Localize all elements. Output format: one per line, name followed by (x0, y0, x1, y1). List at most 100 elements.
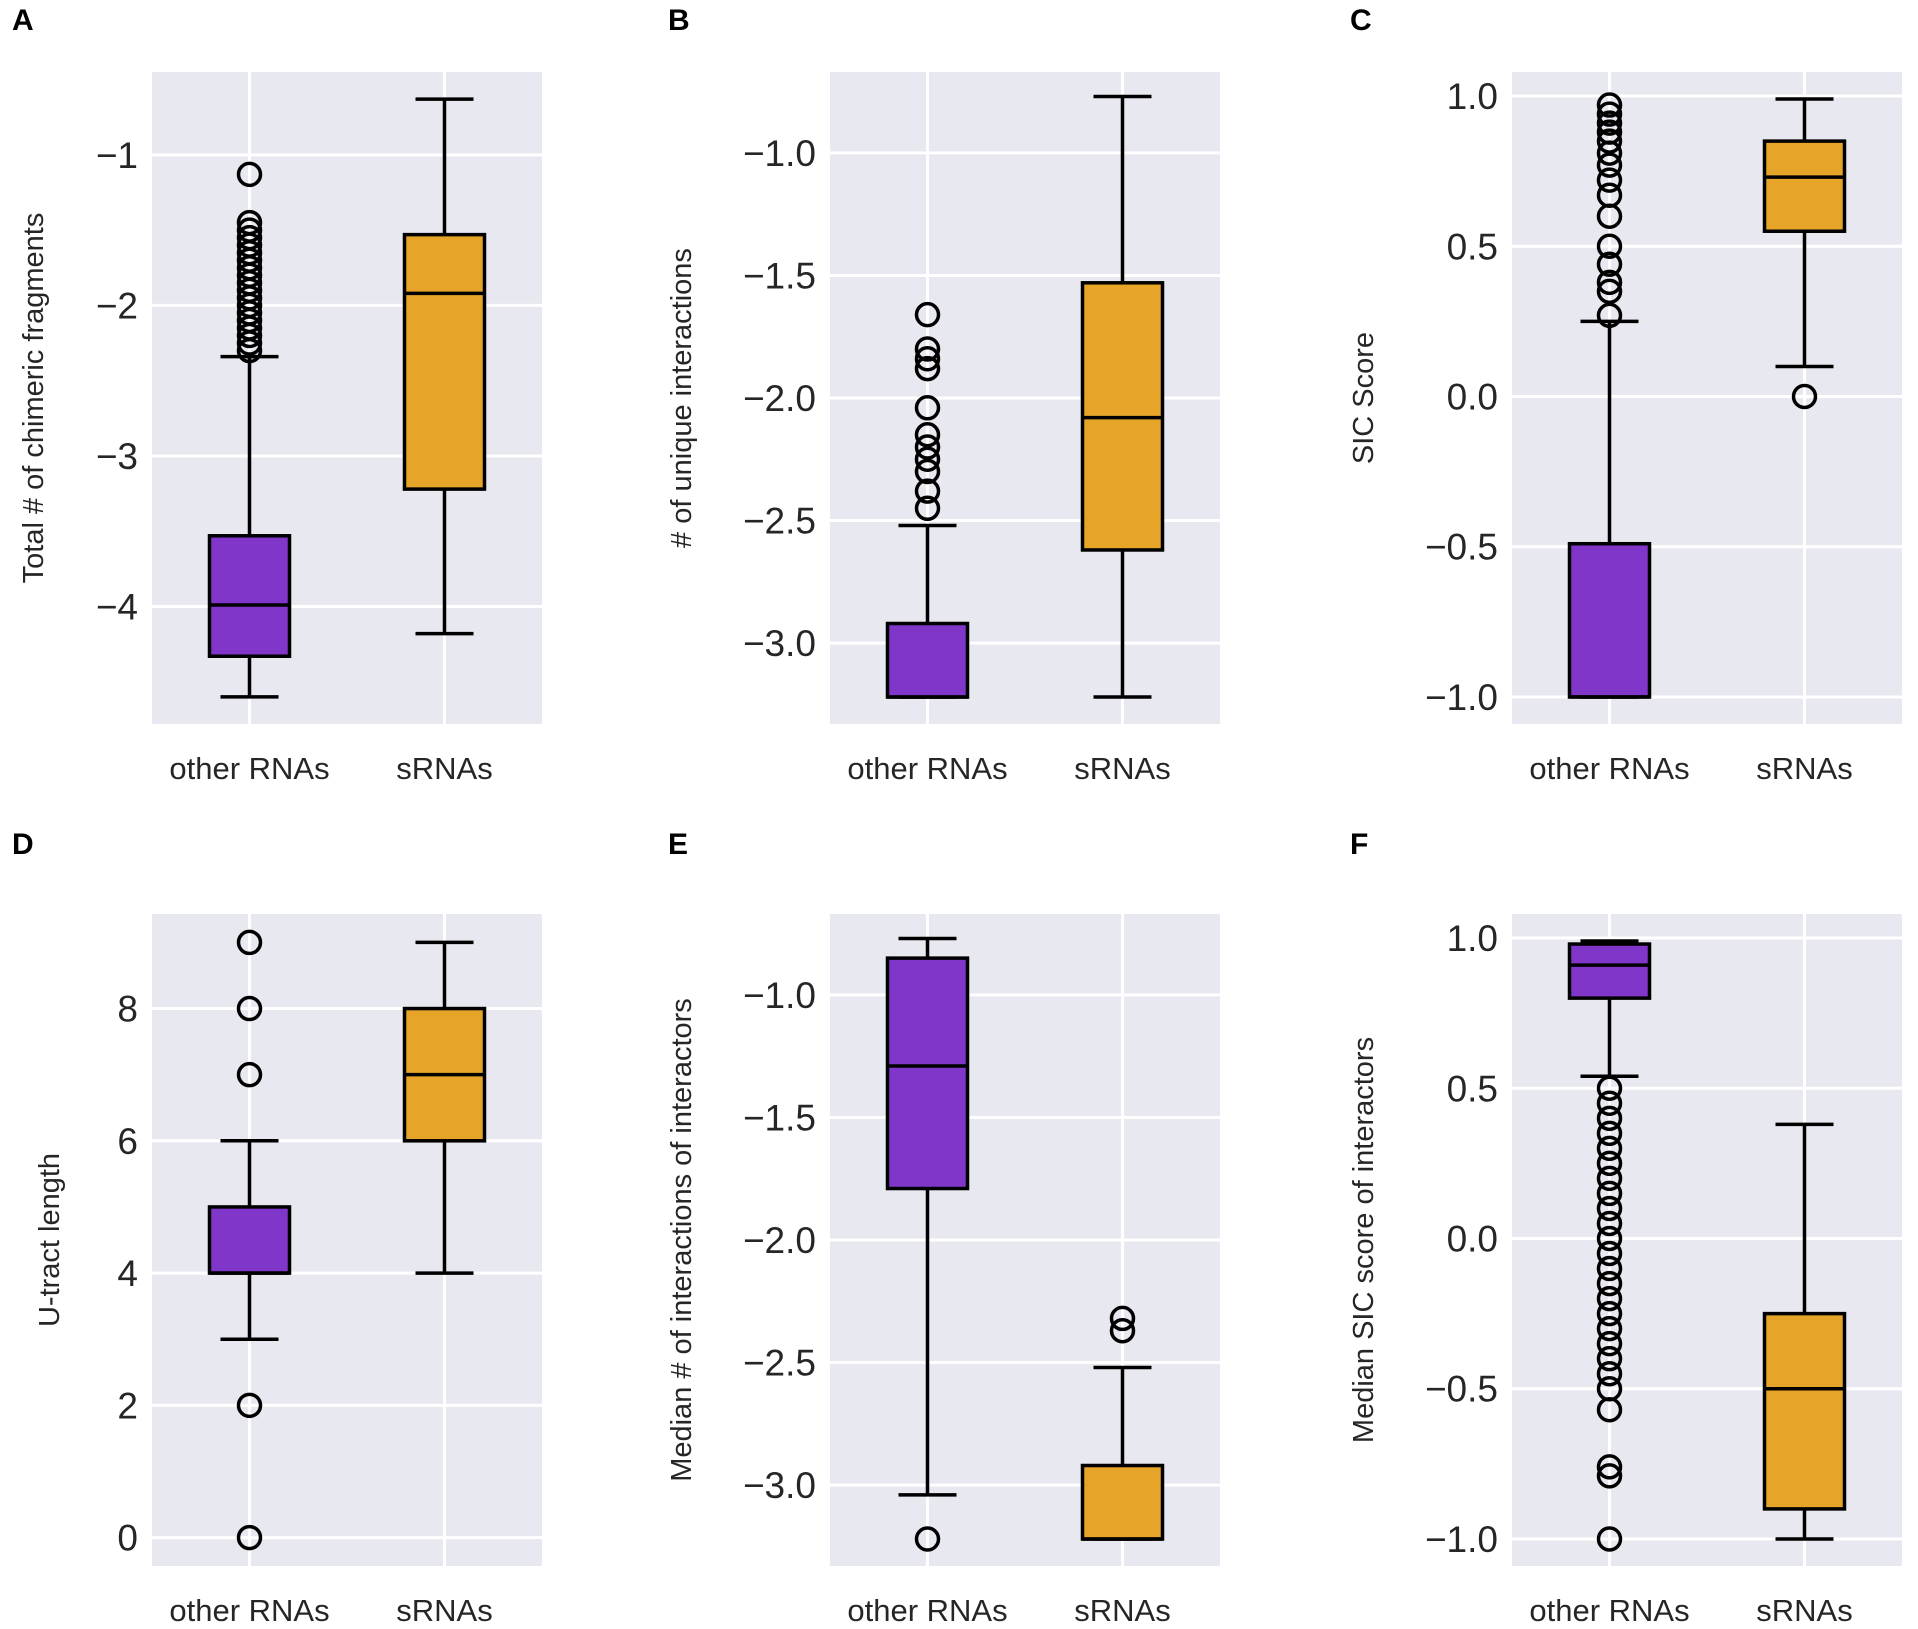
boxplot-srna (1762, 1122, 1847, 1541)
outlier-point (914, 446, 941, 473)
outlier-point (914, 1526, 941, 1552)
boxplot-srna (402, 940, 487, 1275)
boxplot-other (1567, 939, 1652, 1552)
y-tick-label: −2.5 (743, 1343, 816, 1384)
outlier-point (1596, 1463, 1623, 1489)
outlier-point (1109, 1305, 1136, 1332)
box-iqr (1080, 1463, 1165, 1541)
outlier-point (1596, 167, 1623, 193)
y-tick-label: −2 (96, 285, 138, 326)
outlier-point (914, 301, 941, 328)
box-iqr (1762, 139, 1847, 233)
y-tick-label: 2 (117, 1385, 138, 1426)
boxplot-other (207, 929, 292, 1551)
y-tick-label: 6 (117, 1121, 138, 1162)
panel-letter-b: B (668, 4, 690, 37)
outlier-point (1596, 1345, 1623, 1372)
y-axis-label: # of unique interactions (666, 248, 698, 548)
x-tick-label: other RNAs (1529, 1593, 1689, 1628)
outlier-point (236, 217, 263, 243)
panel-letter-c: C (1350, 4, 1372, 37)
outlier-point (1596, 1195, 1623, 1222)
outlier-point (236, 224, 263, 251)
panel-letter-a: A (12, 4, 34, 37)
outlier-point (1596, 92, 1623, 118)
boxplot-srna (1762, 97, 1847, 410)
box-iqr (885, 956, 970, 1191)
panel-b: B −3.0 −2.5 −2.0 −1.5 −1.0 other RNAs sRNAs # of… (666, 4, 1220, 786)
y-tick-label: −1.0 (743, 975, 816, 1016)
outlier-point (1596, 101, 1623, 127)
outlier-point (914, 495, 941, 522)
boxplot-other (207, 161, 292, 699)
y-axis-label: SIC Score (1348, 332, 1380, 464)
outlier-point (1596, 1075, 1623, 1102)
outlier-point (1596, 1360, 1623, 1387)
panel-letter-e: E (668, 828, 688, 861)
outlier-point (1596, 1330, 1623, 1357)
outlier-point (1596, 152, 1623, 178)
outlier-point (1596, 1150, 1623, 1177)
y-tick-label: −3 (96, 436, 138, 477)
outlier-point (1596, 182, 1623, 208)
y-axis-label: Median SIC score of interactors (1348, 1037, 1380, 1443)
boxplot-srna (1080, 94, 1165, 699)
panel-letter-d: D (12, 828, 34, 861)
outlier-point (914, 458, 941, 485)
boxplot-other (885, 936, 970, 1552)
outlier-point (914, 336, 941, 362)
outlier-point (1596, 1105, 1623, 1132)
outlier-point (236, 209, 263, 236)
outlier-point (1596, 1454, 1623, 1480)
outlier-point (914, 355, 941, 382)
y-tick-label: 8 (117, 989, 138, 1030)
outlier-point (914, 434, 941, 460)
y-tick-label: −1.0 (743, 133, 816, 174)
y-tick-label: 0.5 (1447, 1068, 1498, 1109)
y-tick-label: −1.5 (743, 255, 816, 296)
box-iqr (207, 1205, 292, 1275)
outlier-point (1596, 1135, 1623, 1162)
y-tick-label: 1.0 (1447, 76, 1498, 117)
outlier-point (1596, 1210, 1623, 1237)
outlier-point (1596, 269, 1623, 296)
outlier-point (1596, 110, 1623, 136)
y-axis-label: U-tract length (34, 1153, 66, 1327)
boxplot-other (885, 301, 970, 699)
outlier-point (236, 1524, 263, 1551)
outlier-point (1109, 1317, 1136, 1344)
outlier-point (1596, 1225, 1623, 1252)
outlier-point (1596, 233, 1623, 260)
outlier-point (1596, 1255, 1623, 1282)
x-tick-label: other RNAs (1529, 751, 1689, 786)
outlier-point (1596, 1270, 1623, 1297)
y-tick-label: −1.0 (1425, 677, 1498, 718)
outlier-point (1596, 302, 1623, 329)
y-tick-label: 0.5 (1447, 226, 1498, 267)
y-tick-label: −1.5 (743, 1097, 816, 1138)
y-tick-label: −3.0 (743, 623, 816, 664)
outlier-point (236, 1061, 263, 1088)
x-tick-label: sRNAs (1756, 1593, 1852, 1628)
y-axis-label: Total # of chimeric fragments (18, 213, 50, 584)
x-tick-label: sRNAs (396, 751, 492, 786)
y-tick-label: −4 (96, 587, 138, 628)
outlier-point (1596, 1375, 1623, 1402)
panel-f: F −1.0 −0.5 0.0 0.5 1.0 other RNAs sRNAs Median … (1348, 828, 1902, 1628)
box-iqr (1762, 1311, 1847, 1511)
x-tick-label: other RNAs (847, 751, 1007, 786)
x-tick-label: sRNAs (1074, 1593, 1170, 1628)
y-axis-label: Median # of interactions of interactors (666, 998, 698, 1482)
box-iqr (402, 232, 487, 491)
x-tick-label: sRNAs (396, 1593, 492, 1628)
x-tick-label: other RNAs (169, 751, 329, 786)
outlier-point (1596, 1315, 1623, 1342)
y-tick-label: 0.0 (1447, 1218, 1498, 1259)
outlier-point (1596, 1180, 1623, 1207)
y-tick-label: −1 (96, 135, 138, 176)
y-tick-label: −2.0 (743, 1220, 816, 1261)
x-tick-label: other RNAs (847, 1593, 1007, 1628)
box-iqr (1567, 942, 1652, 1000)
y-tick-label: 4 (117, 1253, 138, 1294)
